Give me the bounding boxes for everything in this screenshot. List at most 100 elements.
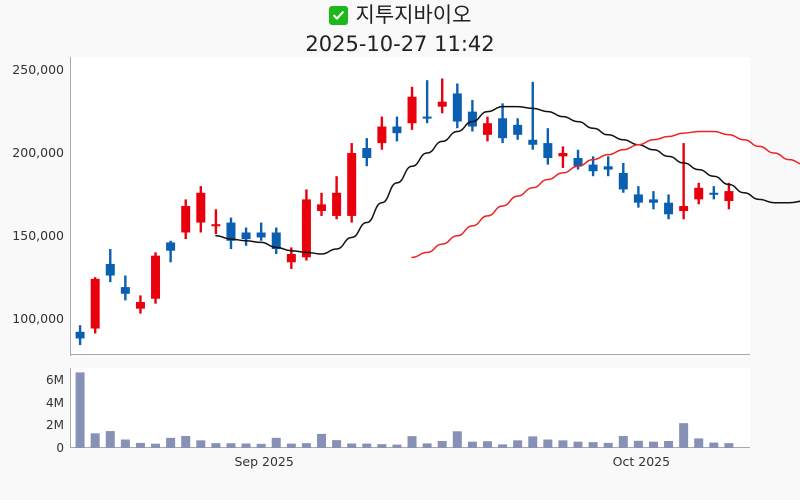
candlestick [467, 100, 477, 132]
candlestick [513, 118, 523, 140]
candle-body [437, 101, 447, 107]
candle-body [166, 242, 176, 251]
volume-bar [362, 443, 372, 448]
volume-bar [709, 442, 719, 448]
volume-bar [317, 433, 327, 448]
candlestick [347, 143, 357, 223]
candle-body [603, 166, 613, 170]
volume-bar [347, 443, 357, 448]
candle-body [286, 254, 296, 263]
candlestick [135, 295, 145, 314]
volume-bar [120, 439, 130, 448]
price-y-tick-label: 200,000 [12, 145, 64, 161]
candle-body [573, 157, 583, 167]
candlestick [256, 222, 266, 241]
candlestick [482, 116, 492, 142]
candle-body [196, 192, 206, 223]
title-row: 지투지바이오 [0, 0, 800, 30]
price-y-tick-label: 250,000 [12, 62, 64, 78]
candlestick [648, 191, 658, 210]
volume-bar [498, 444, 508, 448]
candlestick [709, 186, 719, 200]
candle-body [301, 199, 311, 258]
volume-bar [467, 441, 477, 448]
candle-body [256, 232, 266, 238]
candle-body [709, 192, 719, 195]
volume-bar [679, 423, 689, 448]
candle-body [317, 204, 327, 211]
candlestick [543, 128, 553, 165]
candle-body [452, 93, 462, 122]
candle-wick [561, 146, 565, 168]
volume-bar [618, 436, 628, 448]
candlestick [407, 86, 417, 130]
volume-bar [135, 442, 145, 448]
x-tick-label: Oct 2025 [612, 454, 671, 469]
candlestick [694, 182, 704, 205]
volume-bar [332, 440, 342, 448]
volume-bar [196, 440, 206, 448]
volume-bar [543, 439, 553, 448]
candlestick [226, 217, 236, 250]
volume-y-tick-label: 6M [46, 373, 64, 388]
candle-body [135, 302, 145, 309]
candle-body [543, 143, 553, 158]
candlestick [286, 247, 296, 269]
candle-body [513, 124, 523, 135]
volume-bar [271, 437, 281, 448]
x-tick-label: Sep 2025 [234, 454, 294, 469]
volume-bar [90, 433, 100, 448]
volume-y-tick-label: 0 [56, 441, 64, 455]
candle-wick [259, 222, 263, 241]
candlestick [105, 249, 115, 283]
candlestick [558, 146, 568, 168]
candlestick [271, 227, 281, 255]
candle-body [679, 206, 689, 211]
volume-bar [648, 441, 658, 448]
candle-body [211, 224, 221, 227]
candle-body [588, 164, 598, 172]
page-title: 지투지바이오 [355, 2, 472, 27]
candlestick [664, 194, 674, 220]
candle-body [347, 153, 357, 216]
volume-bar [603, 442, 613, 448]
volume-bar [241, 443, 251, 448]
candle-body [226, 222, 236, 241]
volume-bar [392, 444, 402, 448]
green-check-icon [328, 5, 348, 25]
candle-wick [169, 240, 172, 263]
volume-y-tick-label: 2M [46, 418, 64, 433]
candlestick [679, 143, 689, 220]
candlestick [633, 186, 643, 208]
volume-bar [256, 443, 266, 448]
candlestick [301, 189, 311, 261]
candle-body [407, 96, 417, 124]
ma-long-line [411, 130, 800, 259]
candle-body [271, 232, 281, 250]
volume-bar [407, 436, 417, 448]
candle-wick [425, 80, 429, 124]
volume-bar [286, 443, 296, 448]
candlestick [332, 176, 342, 220]
candle-body [467, 111, 477, 127]
volume-bar [166, 437, 176, 448]
candle-body [181, 206, 191, 233]
volume-bar [694, 438, 704, 448]
volume-bar [151, 443, 161, 448]
ma-short-line [215, 105, 800, 255]
candlestick [166, 240, 176, 263]
candlestick [362, 138, 372, 167]
volume-bar [377, 444, 387, 448]
candle-body [90, 278, 100, 329]
candle-body [633, 194, 643, 203]
candle-wick [712, 186, 716, 200]
price-axis-line [70, 57, 71, 356]
candlestick [392, 116, 402, 142]
candle-body [618, 172, 628, 190]
candlestick [196, 186, 206, 233]
candlestick [437, 78, 447, 114]
chart-header: 지투지바이오 2025-10-27 11:42 [0, 0, 800, 55]
candle-body [241, 232, 251, 240]
